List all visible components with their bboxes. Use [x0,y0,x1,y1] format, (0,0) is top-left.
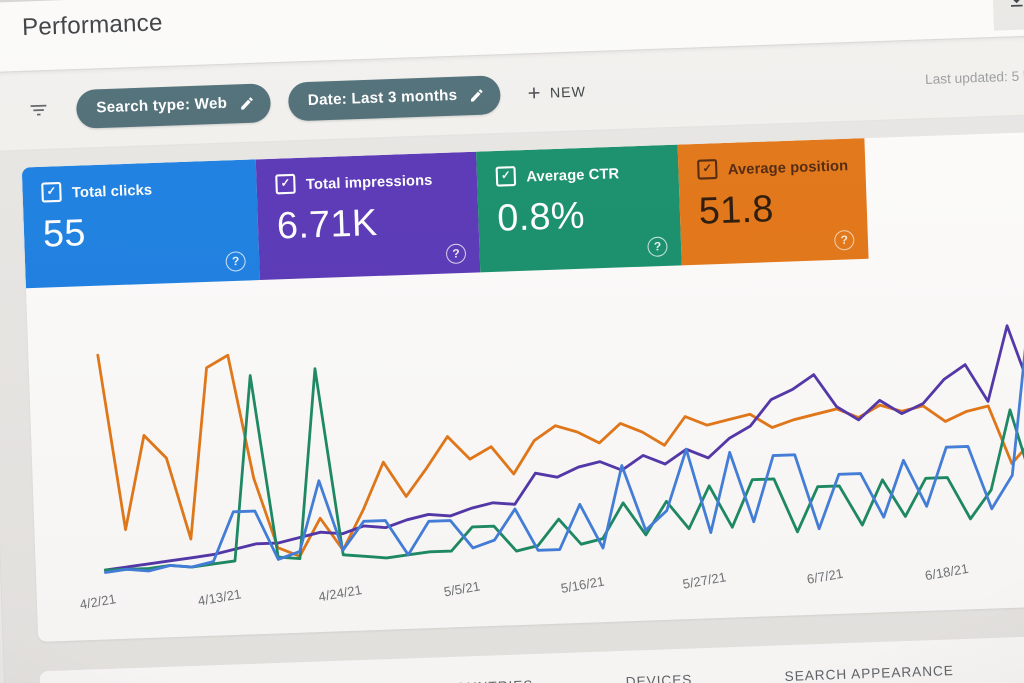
filter-chip-search-type[interactable]: Search type: Web [75,82,271,129]
metric-label: Total impressions [305,170,433,192]
plus-icon: + [527,80,541,106]
page-title: Performance [21,8,164,41]
metric-checkbox[interactable]: ✓ [275,173,296,195]
metric-card-average-position[interactable]: ✓ Average position 51.8? [677,138,869,266]
new-filter-label: NEW [549,83,587,101]
performance-panel: ✓ Total clicks 55? ✓ Total impressions 6.71K?… [21,131,1024,642]
check-icon: ✓ [46,185,57,199]
download-icon [1010,0,1023,7]
metric-card-total-clicks[interactable]: ✓ Total clicks 55? [21,159,260,289]
metric-cards-row: ✓ Total clicks 55? ✓ Total impressions 6.71K?… [21,131,1024,289]
performance-chart[interactable]: 4/2/21 4/13/21 4/24/21 5/5/21 5/16/21 5/27/21… [79,288,1024,622]
x-axis-tick-label: 6/18/21 [923,561,970,584]
question-circle-icon[interactable]: ? [225,251,246,272]
x-axis-tick-label: 4/2/21 [78,591,118,613]
metric-value: 6.71K [276,200,378,247]
x-axis-tick-label: 4/13/21 [196,586,242,609]
pencil-icon [470,88,483,102]
chart-canvas [96,316,1024,574]
filter-list-icon[interactable] [28,99,50,121]
check-icon: ✓ [500,169,511,183]
metric-card-total-impressions[interactable]: ✓ Total impressions 6.71K? [255,151,481,281]
main-content: ✓ Total clicks 55? ✓ Total impressions 6.71K?… [0,115,1024,683]
export-button[interactable] [1002,0,1024,14]
tab-search-appearance[interactable]: SEARCH APPEARANCE [784,662,955,683]
x-axis-tick-label: 5/5/21 [442,578,481,600]
series-line-total-clicks [103,316,1024,574]
metric-label: Total clicks [71,180,153,200]
metric-card-average-ctr[interactable]: ✓ Average CTR 0.8%? [476,144,682,273]
chip-label: Search type: Web [96,95,228,117]
x-axis-tick-label: 4/24/21 [317,582,364,605]
filter-chip-date[interactable]: Date: Last 3 months [287,74,502,121]
x-axis-tick-label: 6/7/21 [805,566,845,587]
metric-checkbox[interactable]: ✓ [697,159,718,180]
series-line-total-impressions [103,324,1024,572]
metric-value: 51.8 [698,186,775,233]
chip-label: Date: Last 3 months [307,87,458,110]
metric-label: Average CTR [526,164,620,185]
question-circle-icon[interactable]: ? [445,243,467,265]
dimension-tabs-panel: QUERIESPAGESCOUNTRIESDEVICESSEARCH APPEA… [39,634,1024,683]
check-icon: ✓ [702,162,713,176]
last-updated-text: Last updated: 5 hour [924,67,1024,88]
tab-countries[interactable]: COUNTRIES [444,677,533,683]
metric-label: Average position [727,156,849,178]
x-axis-tick-label: 5/27/21 [680,569,727,592]
question-circle-icon[interactable]: ? [647,236,668,258]
metric-value: 0.8% [496,193,586,240]
dimension-tabs: QUERIESPAGESCOUNTRIESDEVICESSEARCH APPEA… [39,635,1024,683]
new-filter-button[interactable]: + NEW [527,80,587,106]
pencil-icon [240,96,253,110]
x-axis-tick-label: 5/16/21 [559,573,606,597]
tab-devices[interactable]: DEVICES [625,671,693,683]
question-circle-icon[interactable]: ? [833,229,855,251]
export-zone [991,0,1024,31]
series-line-average-ctr [103,367,1024,572]
metric-checkbox[interactable]: ✓ [495,166,517,187]
filter-toolbar: Search type: Web Date: Last 3 months + N… [0,36,1024,153]
metric-value: 55 [42,210,87,256]
metric-checkbox[interactable]: ✓ [41,181,62,203]
check-icon: ✓ [280,177,291,191]
